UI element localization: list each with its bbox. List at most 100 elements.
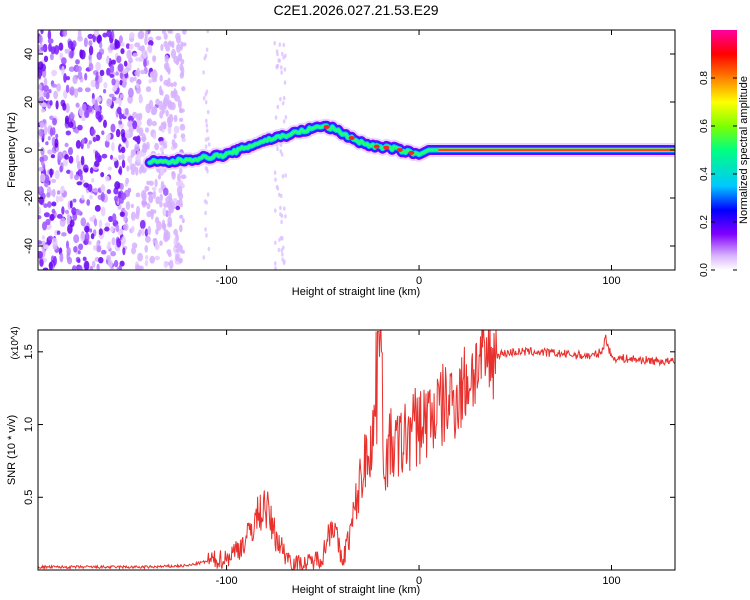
noise-blob [81,194,85,201]
noise-blob [56,213,63,219]
noise-blob [43,85,49,93]
noise-blob [117,63,124,72]
spectrogram-ytick-label: 20 [23,96,35,108]
noise-blob [175,205,181,211]
noise-blob [65,130,72,136]
noise-blob [72,198,77,203]
noise-blob [283,259,286,264]
noise-blob [181,30,187,35]
noise-blob [64,142,69,148]
noise-blob [145,235,151,243]
noise-blob [125,139,129,149]
noise-blob [75,209,82,216]
noise-blob [83,182,90,188]
noise-blob [62,102,67,111]
noise-blob [88,40,93,47]
noise-blob [159,193,163,202]
noise-blob [167,211,172,217]
colorbar: 0.0 0.2 0.4 0.6 0.8 Normalized spectral ampl… [699,30,750,277]
noise-blob [65,103,70,113]
noise-blob [282,245,285,250]
noise-blob [281,101,285,106]
noise-blob [66,213,71,221]
noise-blob [75,59,80,65]
spectrogram-panel: -100 0 100 -40 -20 0 20 40 Height of straight l… [6,29,676,298]
noise-blob [119,79,123,86]
noise-blob [120,146,126,154]
snr-frame [37,329,676,571]
noise-blob [43,55,49,62]
noise-blob [64,209,70,214]
noise-blob [275,65,279,70]
noise-blob [163,99,168,110]
noise-blob [53,255,57,266]
noise-blob [127,187,132,193]
noise-blob [111,59,116,65]
noise-blob [95,111,102,120]
noise-blob [51,237,58,246]
noise-blob [89,216,93,222]
noise-blob [155,196,160,205]
noise-blob [80,217,87,227]
colorbar-tick-label: 0.2 [699,215,710,229]
noise-blob [38,83,42,91]
noise-blob [112,157,118,162]
noise-blob [276,146,279,152]
noise-blob [106,67,111,76]
noise-blob [91,98,96,104]
noise-blob [181,218,185,224]
noise-blob [56,83,61,92]
noise-blob [166,66,171,73]
noise-blob [145,255,149,260]
noise-blob [51,83,58,88]
signal-peak-spot [408,150,415,155]
noise-blob [181,138,186,143]
noise-blob [43,90,47,98]
noise-blob [38,250,43,259]
noise-blob [80,155,85,166]
noise-blob [146,202,151,210]
noise-blob [148,99,154,110]
snr-series-line [38,330,675,570]
snr-xtick-label: 100 [602,575,620,587]
noise-blob [41,102,47,108]
noise-blob [129,32,135,39]
noise-blob [151,186,157,191]
noise-blob [66,169,71,174]
noise-blob [73,234,80,244]
noise-blob [278,58,281,63]
noise-blob [120,192,127,200]
noise-blob [82,256,87,262]
noise-blob [173,142,178,149]
noise-blob [86,142,90,149]
noise-blob [38,128,44,137]
noise-blob [155,36,162,41]
noise-blob [56,230,61,235]
signal-peak-spot [373,144,380,149]
noise-blob [118,97,122,107]
noise-blob [66,246,71,256]
noise-blob [179,117,184,122]
noise-blob [274,266,277,270]
noise-blob [202,70,205,75]
noise-blob [127,155,132,163]
noise-blob [284,214,287,219]
noise-blob [124,129,130,140]
noise-blob [163,187,169,196]
noise-blob [47,201,52,208]
noise-blob [87,240,92,245]
noise-blob [179,108,185,113]
noise-blob [174,94,181,102]
noise-blob [54,45,60,55]
snr-xlabel: Height of straight line (km) [292,584,420,596]
noise-blob [111,96,117,102]
noise-blob [38,71,42,80]
noise-blob [107,133,111,139]
noise-blob [73,246,78,253]
noise-blob [138,127,144,137]
noise-blob [100,172,105,178]
noise-blob [100,206,106,217]
noise-blob [121,153,125,161]
noise-blob [94,160,100,167]
noise-blob [87,33,94,40]
